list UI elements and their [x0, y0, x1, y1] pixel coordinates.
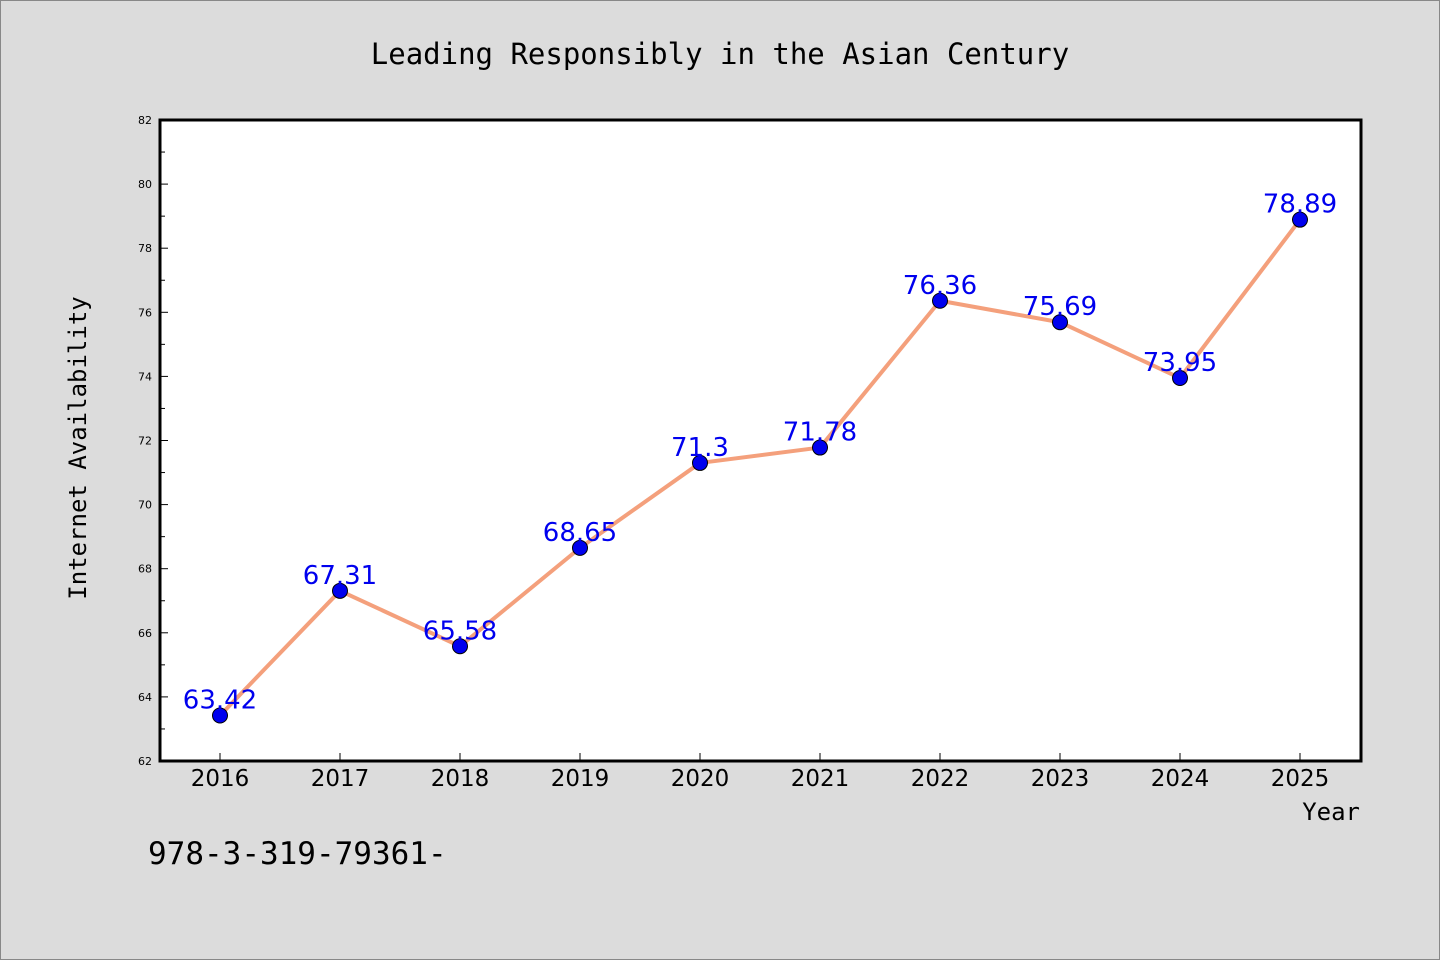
- y-tick-label: 70: [138, 499, 152, 512]
- y-tick-label: 80: [138, 178, 152, 191]
- y-tick-label: 64: [138, 691, 152, 704]
- data-label: 73.95: [1143, 348, 1217, 378]
- x-tick-label: 2016: [191, 766, 250, 792]
- data-point: [332, 582, 348, 599]
- x-tick-label: 2022: [911, 766, 970, 792]
- data-point: [1052, 314, 1068, 331]
- data-point: [812, 439, 828, 456]
- data-point: [1172, 370, 1188, 387]
- series-line-path: [218, 217, 1302, 718]
- data-point: [452, 638, 468, 655]
- y-axis: 62 64 66 68 70 72 74 76 78 80 82: [138, 114, 168, 768]
- data-label: 71.78: [783, 418, 857, 448]
- x-tick-label: 2019: [551, 766, 610, 792]
- chart-title: Leading Responsibly in the Asian Century: [371, 37, 1069, 71]
- x-tick-label: 2021: [791, 766, 850, 792]
- data-point: [932, 292, 948, 309]
- y-tick-label: 74: [138, 370, 152, 383]
- x-tick-label: 2024: [1151, 766, 1210, 792]
- data-label: 68.65: [543, 518, 617, 548]
- data-point: [692, 454, 708, 471]
- isbn-text: 978-3-319-79361-: [148, 836, 447, 872]
- y-tick-label: 62: [138, 755, 152, 768]
- y-tick-label: 82: [138, 114, 152, 127]
- x-tick-label: 2018: [431, 766, 490, 792]
- data-label: 71.3: [671, 433, 729, 463]
- y-tick-label: 78: [138, 242, 152, 255]
- y-tick-label: 68: [138, 563, 152, 576]
- plot-area: [158, 118, 1363, 763]
- x-axis: 2016 2017 2018 2019 2020 2021 2022 2023 2024 2025: [191, 753, 1330, 792]
- series-line: [218, 217, 1302, 718]
- y-axis-label: Internet Availability: [64, 296, 92, 599]
- x-tick-label: 2025: [1271, 766, 1330, 792]
- y-tick-label: 66: [138, 627, 152, 640]
- y-tick-label: 72: [138, 435, 152, 448]
- data-label: 76.36: [903, 271, 977, 301]
- data-label: 67.31: [303, 561, 377, 591]
- data-point: [1292, 211, 1308, 228]
- x-tick-label: 2020: [671, 766, 730, 792]
- data-label: 75.69: [1023, 292, 1097, 322]
- x-axis-label: Year: [1302, 798, 1360, 826]
- data-label: 65.58: [423, 616, 497, 646]
- x-tick-label: 2023: [1031, 766, 1090, 792]
- data-point: [572, 539, 588, 556]
- data-point: [212, 707, 228, 724]
- series-markers: [212, 211, 1308, 724]
- data-label: 78.89: [1263, 190, 1337, 220]
- y-tick-label: 76: [138, 306, 152, 319]
- data-label: 63.42: [183, 685, 257, 715]
- data-labels: 63.42 67.31 65.58 68.65 71.3 71.78 76.36 75.69 7…: [183, 190, 1337, 716]
- x-tick-label: 2017: [311, 766, 370, 792]
